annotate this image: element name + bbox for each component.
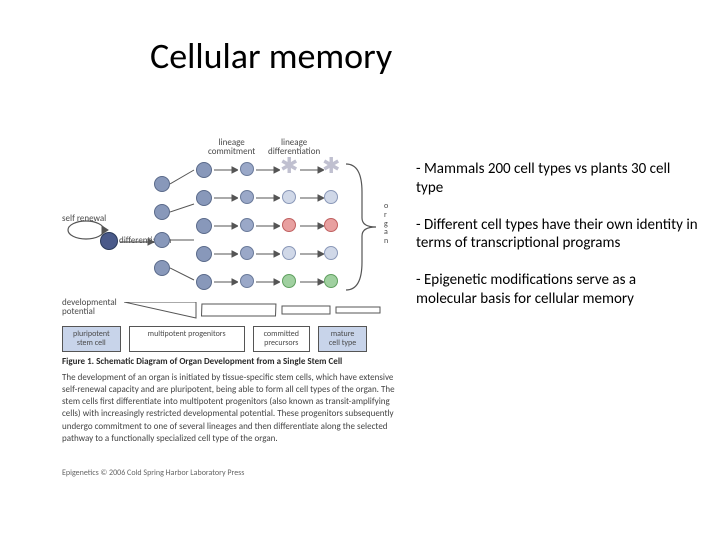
potential-gradient-icon — [124, 302, 382, 322]
progenitor-cell-icon — [154, 260, 170, 276]
legend-multipotent: multipotent progenitors — [129, 326, 245, 352]
committed-cell-icon — [240, 162, 254, 176]
progenitor-cell-icon — [154, 176, 170, 192]
progenitor-cell-icon — [196, 246, 212, 262]
figure-caption-body: The development of an organ is initiated… — [62, 372, 402, 445]
page-title: Cellular memory — [150, 34, 392, 78]
legend-committed: committedprecursors — [253, 326, 310, 352]
progenitor-cell-icon — [154, 232, 170, 248]
mature-cell-icon — [282, 274, 296, 288]
legend-row: pluripotentstem cell multipotent progeni… — [62, 326, 367, 352]
label-lineage-commitment: lineagecommitment — [208, 138, 255, 157]
mature-cell-icon — [324, 218, 338, 232]
legend-mature: maturecell type — [318, 326, 367, 352]
figure-copyright: Epigenetics © 2006 Cold Spring Harbor La… — [62, 468, 244, 478]
mature-cell-icon — [324, 190, 338, 204]
bullet-list: - Mammals 200 cell types vs plants 30 ce… — [416, 160, 698, 327]
bullet-3: - Epigenetic modifications serve as a mo… — [416, 271, 698, 309]
progenitor-cell-icon — [196, 190, 212, 206]
mature-cell-star-icon: ✱ — [280, 152, 298, 179]
mature-cell-icon — [282, 218, 296, 232]
legend-pluripotent: pluripotentstem cell — [62, 326, 121, 352]
figure-diagram: lineagecommitment lineagedifferentiation… — [62, 138, 402, 492]
bullet-1: - Mammals 200 cell types vs plants 30 ce… — [416, 160, 698, 198]
stem-cell-icon — [100, 232, 118, 250]
arrow-icon — [214, 162, 238, 292]
figure-caption-title: Figure 1. Schematic Diagram of Organ Dev… — [62, 356, 402, 367]
mature-cell-icon — [324, 246, 338, 260]
mature-cell-star-icon: ✱ — [322, 152, 340, 179]
mature-cell-icon — [324, 274, 338, 288]
label-organ: organ — [384, 202, 388, 246]
mature-cell-icon — [282, 246, 296, 260]
progenitor-cell-icon — [154, 204, 170, 220]
committed-cell-icon — [240, 190, 254, 204]
committed-cell-icon — [240, 218, 254, 232]
arrow-icon — [120, 238, 154, 246]
committed-cell-icon — [240, 274, 254, 288]
arrow-icon — [300, 162, 324, 292]
organ-bracket-icon — [346, 160, 380, 294]
bullet-2: - Different cell types have their own id… — [416, 216, 698, 254]
progenitor-cell-icon — [196, 218, 212, 234]
mature-cell-icon — [282, 190, 296, 204]
arrow-icon — [256, 162, 280, 292]
committed-cell-icon — [240, 246, 254, 260]
label-developmental-potential: developmentalpotential — [62, 298, 117, 317]
progenitor-cell-icon — [196, 162, 212, 178]
progenitor-cell-icon — [196, 274, 212, 290]
